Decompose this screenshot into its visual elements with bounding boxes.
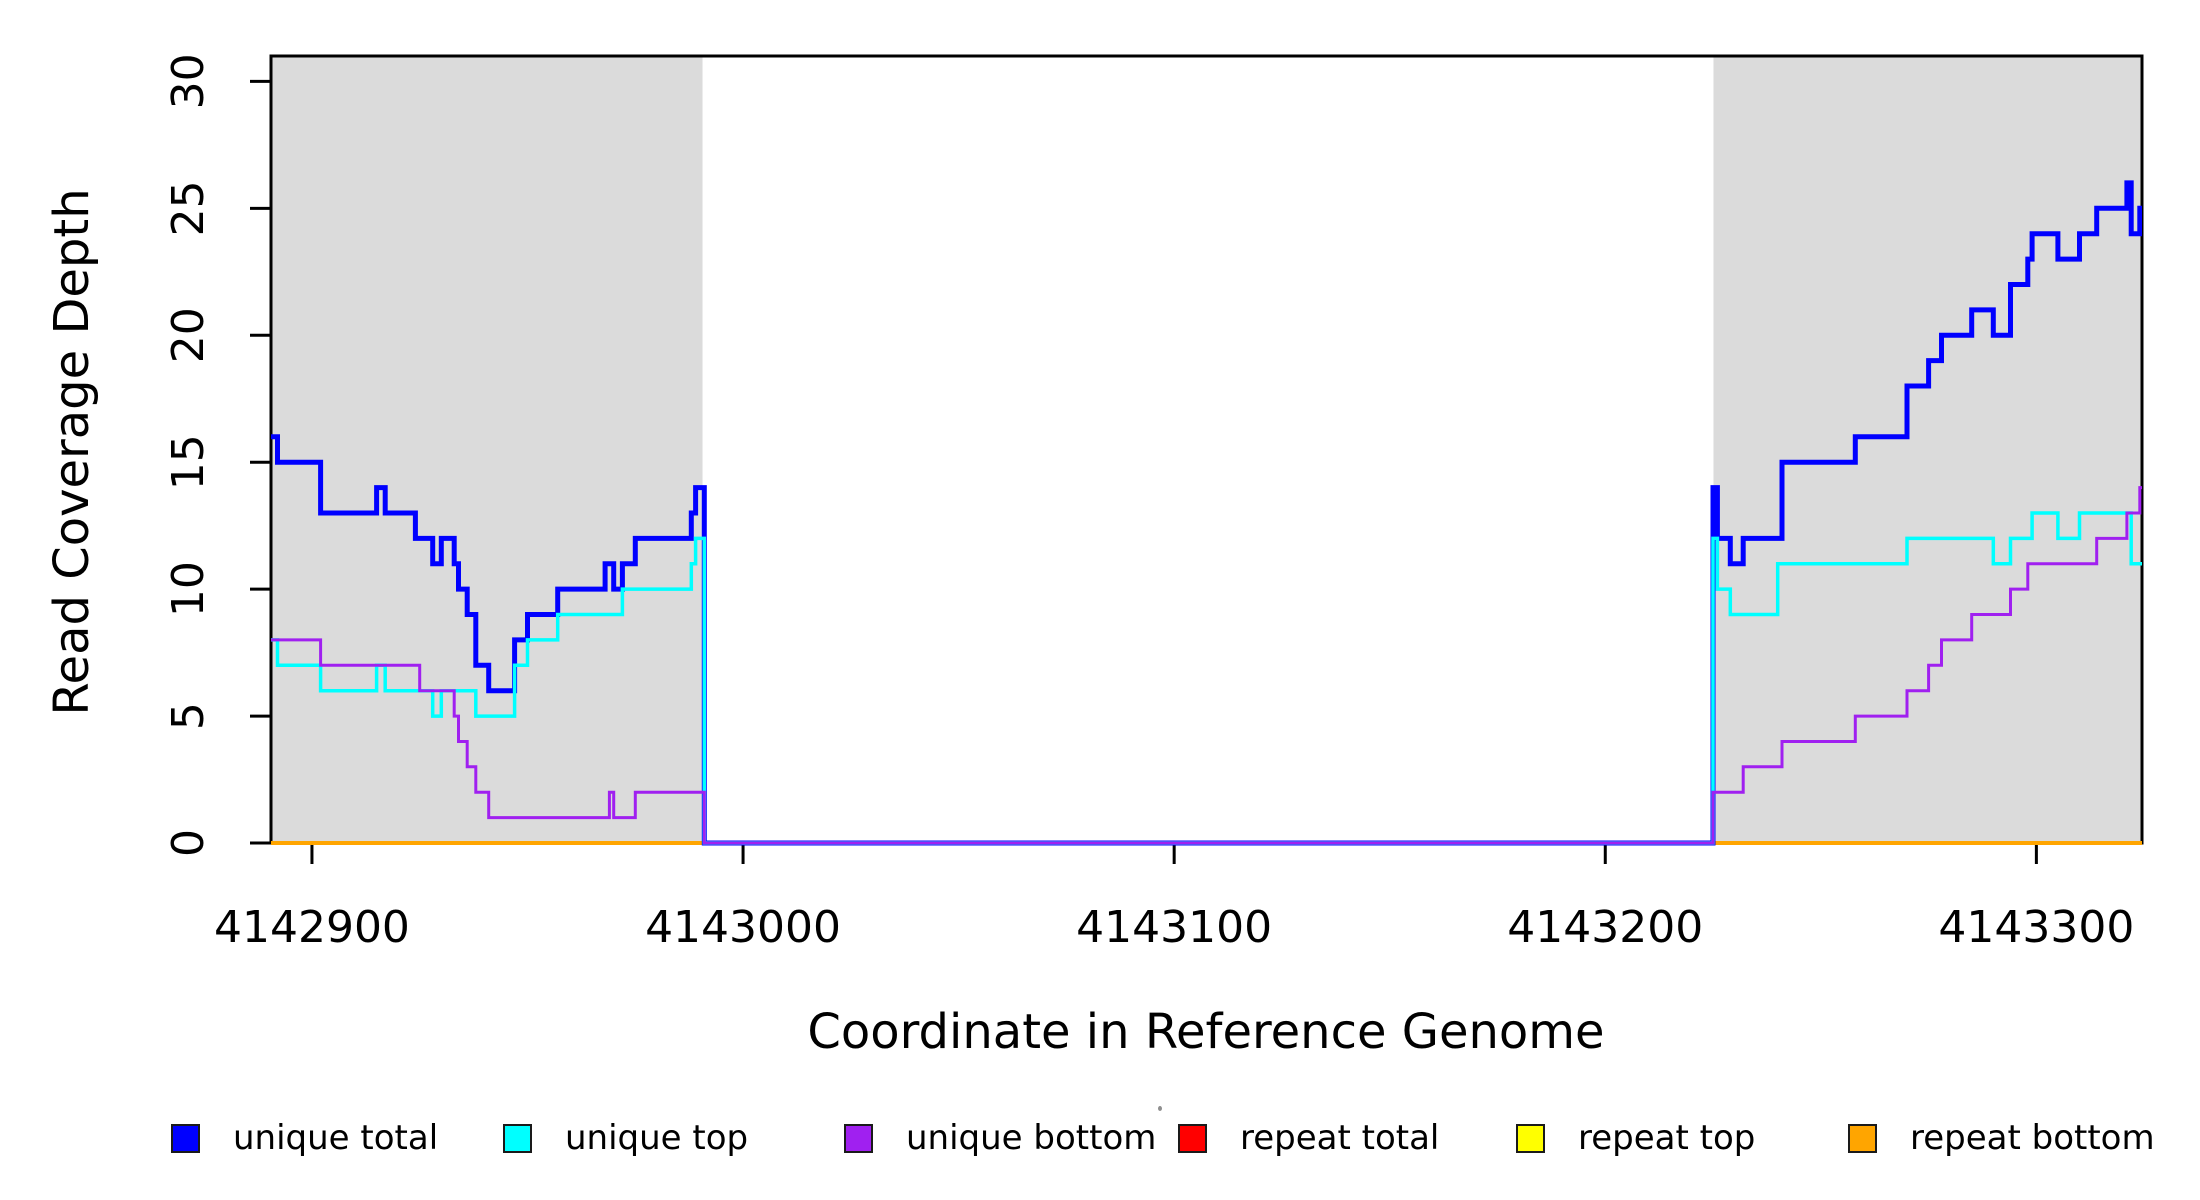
x-axis-title: Coordinate in Reference Genome	[807, 1004, 1605, 1060]
legend-swatch-unique-bottom	[844, 1123, 873, 1153]
y-tick-label: 15	[163, 434, 214, 490]
x-tick-label: 4143200	[1507, 902, 1703, 953]
unique-region-band	[1713, 56, 2142, 843]
legend-item-repeat-top: repeat top	[1516, 1118, 1755, 1158]
tick-labels: 4142900 4143000 4143100 4143200 4143300 0 5 10 1…	[163, 53, 2134, 953]
x-tick-label: 4143300	[1938, 902, 2134, 953]
axis-ticks	[250, 79, 2038, 864]
legend-label: repeat bottom	[1910, 1118, 2155, 1158]
legend-swatch-repeat-top	[1516, 1123, 1545, 1153]
y-tick-label: 5	[163, 702, 214, 730]
legend-swatch-repeat-total	[1178, 1123, 1207, 1153]
y-tick-label: 25	[163, 180, 214, 236]
shaded-regions	[271, 56, 2142, 843]
legend-label: unique total	[233, 1118, 439, 1158]
series-lines	[271, 180, 2142, 846]
series-line-unique-top	[271, 511, 2142, 845]
legend-item-unique-top: unique top	[503, 1118, 748, 1158]
series-line-unique-bottom	[271, 486, 2142, 845]
series-line-unique-total	[271, 180, 2142, 846]
legend-label: unique bottom	[906, 1118, 1157, 1158]
y-tick-label: 0	[163, 829, 214, 857]
y-tick-label: 30	[163, 53, 214, 109]
legend-swatch-repeat-bottom	[1848, 1123, 1877, 1153]
legend-swatch-unique-top	[503, 1123, 532, 1153]
x-tick-label: 4142900	[214, 902, 410, 953]
y-tick-label: 20	[163, 307, 214, 363]
y-tick-label: 10	[163, 561, 214, 617]
y-axis-title: Read Coverage Depth	[44, 188, 100, 716]
legend-item-repeat-total: repeat total	[1178, 1118, 1439, 1158]
x-tick-label: 4143100	[1076, 902, 1272, 953]
x-tick-label: 4143000	[645, 902, 841, 953]
legend-swatch-unique-total	[171, 1123, 200, 1153]
legend-label: unique top	[565, 1118, 749, 1158]
legend-item-repeat-bottom: repeat bottom	[1848, 1118, 2155, 1158]
legend-item-unique-bottom: unique bottom	[844, 1118, 1156, 1158]
legend-label: repeat top	[1578, 1118, 1756, 1158]
legend-item-unique-total: unique total	[171, 1118, 438, 1158]
unique-region-band	[271, 56, 703, 843]
legend-label: repeat total	[1240, 1118, 1440, 1158]
stray-mark	[1158, 1106, 1162, 1111]
